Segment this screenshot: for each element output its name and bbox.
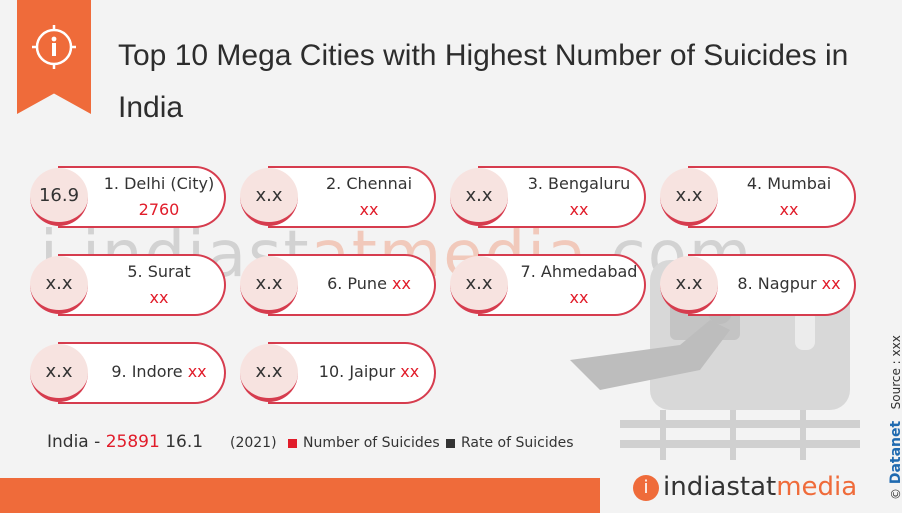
city-name-with-value: 10. Jaipur xx xyxy=(304,362,434,381)
city-card-chennai: x.x 2. Chennai xx xyxy=(240,166,438,228)
rate-circle: x.x xyxy=(240,344,298,402)
copyright-symbol: © xyxy=(889,484,902,500)
city-card-indore: x.x 9. Indore xx xyxy=(30,342,228,404)
city-value: xx xyxy=(569,200,589,219)
legend-dark-square xyxy=(446,438,455,448)
city-name: 1. Delhi (City) xyxy=(103,174,215,193)
city-card-mumbai: x.x 4. Mumbai xx xyxy=(660,166,858,228)
datanet-label: Datanet xyxy=(888,420,902,485)
rate-circle: x.x xyxy=(450,168,508,226)
brand-part1: indiastat xyxy=(663,472,777,502)
legend-number: Number of Suicides xyxy=(288,435,440,451)
city-name: 7. Ahmedabad xyxy=(520,262,638,281)
rate-circle: x.x xyxy=(30,256,88,314)
rate-circle: 16.9 xyxy=(30,168,88,226)
rate-circle: x.x xyxy=(450,256,508,314)
city-name-with-value: 6. Pune xx xyxy=(304,274,434,293)
legend-red-square xyxy=(288,438,297,448)
city-name: 9. Indore xyxy=(111,362,183,381)
card-box xyxy=(268,254,436,316)
city-card-delhi: 16.9 1. Delhi (City) 2760 xyxy=(30,166,228,228)
brand-i-icon: i xyxy=(633,474,659,501)
india-summary: India - 25891 16.1 xyxy=(47,432,203,452)
rate-circle: x.x xyxy=(240,256,298,314)
city-value: xx xyxy=(149,288,169,307)
brand-logo: i indiastatmedia xyxy=(633,472,857,502)
city-value: xx xyxy=(392,274,411,293)
source-label: Source : xxx xyxy=(889,335,902,410)
city-name: 5. Surat xyxy=(127,262,191,281)
city-card-bengaluru: x.x 3. Bengaluru xx xyxy=(450,166,648,228)
city-value: xx xyxy=(400,362,420,381)
rate-circle: x.x xyxy=(240,168,298,226)
bottom-bar xyxy=(0,478,600,513)
city-name: 3. Bengaluru xyxy=(527,174,631,193)
city-value: xx xyxy=(779,200,799,219)
rate-circle: x.x xyxy=(30,344,88,402)
india-label: India xyxy=(47,432,89,452)
city-card-ahmedabad: x.x 7. Ahmedabad xx xyxy=(450,254,648,316)
city-name: 6. Pune xyxy=(327,274,387,293)
year-label: (2021) xyxy=(230,435,277,451)
info-badge xyxy=(17,0,91,114)
info-icon xyxy=(32,25,76,69)
brand-part2: media xyxy=(776,472,858,502)
city-value: xx xyxy=(569,288,589,307)
city-value: xx xyxy=(821,274,841,293)
city-value: xx xyxy=(187,362,207,381)
city-value: 2760 xyxy=(138,200,180,219)
legend-rate: Rate of Suicides xyxy=(446,435,574,451)
city-name: 8. Nagpur xyxy=(737,274,817,293)
india-rate: 16.1 xyxy=(165,432,204,452)
india-number: 25891 xyxy=(105,432,160,452)
rate-circle: x.x xyxy=(660,256,718,314)
city-name: 2. Chennai xyxy=(325,174,413,193)
city-name: 10. Jaipur xyxy=(318,362,396,381)
city-name-with-value: 8. Nagpur xx xyxy=(724,274,854,293)
source-credit: © Datanet Source : xxx xyxy=(888,335,902,500)
page-title: Top 10 Mega Cities with Highest Number o… xyxy=(118,39,849,124)
legend-rate-label: Rate of Suicides xyxy=(461,435,574,451)
city-card-jaipur: x.x 10. Jaipur xx xyxy=(240,342,438,404)
india-dash: - xyxy=(94,432,101,452)
city-name: 4. Mumbai xyxy=(746,174,832,193)
city-card-nagpur: x.x 8. Nagpur xx xyxy=(660,254,858,316)
city-card-surat: x.x 5. Surat xx xyxy=(30,254,228,316)
city-value: xx xyxy=(359,200,379,219)
legend-number-label: Number of Suicides xyxy=(303,435,440,451)
city-card-pune: x.x 6. Pune xx xyxy=(240,254,438,316)
rate-circle: x.x xyxy=(660,168,718,226)
city-name-with-value: 9. Indore xx xyxy=(94,362,224,381)
